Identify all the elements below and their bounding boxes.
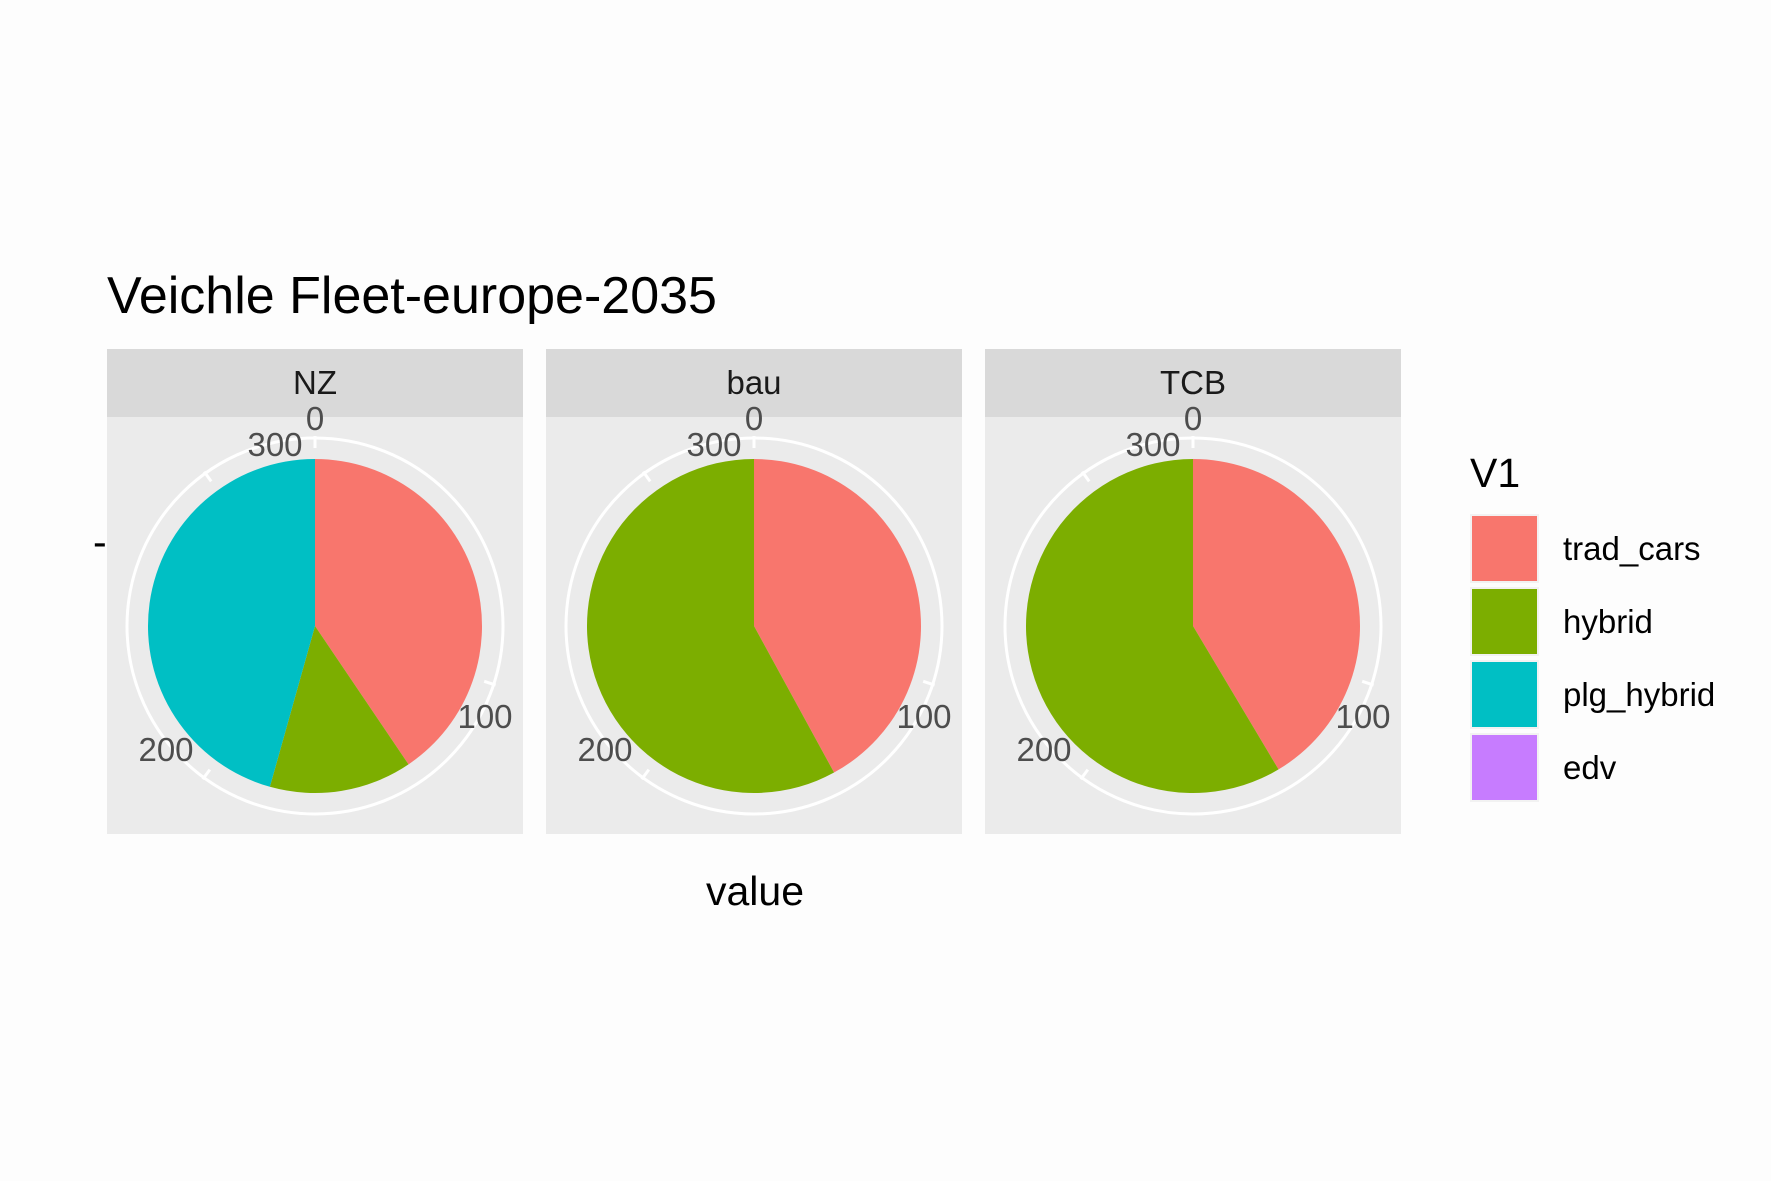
facet-strip [985,349,1401,417]
theta-tick-label: 0 [1184,400,1202,437]
legend-swatch [1472,735,1537,800]
theta-tick-label: 300 [1125,426,1180,463]
theta-tick-label: 100 [1335,698,1390,735]
theta-tick-label: 0 [306,400,324,437]
facet-strip [546,349,962,417]
theta-tick-label: 200 [577,731,632,768]
theta-tick [1080,470,1091,483]
legend-swatch [1472,589,1537,654]
theta-tick [1361,679,1375,687]
facet-strip-label: NZ [293,364,337,401]
legend-label: hybrid [1563,603,1653,640]
theta-tick [483,679,497,687]
legend-label: edv [1563,749,1617,786]
pie-slice-trad-cars [754,459,921,773]
chart-title: Veichle Fleet-europe-2035 [107,267,717,325]
facet-strip-label: bau [726,364,781,401]
pie-slice-plg-hybrid [147,459,315,787]
theta-tick [922,679,936,687]
legend-swatch [1472,516,1537,581]
legend-item-edv: edv [1470,733,1617,802]
facet-panel-nz: NZ0 100 200 300 [107,349,523,834]
pie-slice-trad-cars [315,459,482,765]
theta-tick [1079,768,1090,781]
legend-title: V1 [1470,450,1520,496]
theta-tick [640,768,651,781]
y-axis-tick-label: - [93,519,107,565]
pie-slice-trad-cars [1193,459,1360,770]
theta-tick [641,470,652,483]
legend-item-trad-cars: trad_cars [1470,514,1701,583]
facet-strip-label: TCB [1160,364,1226,401]
legend-label: trad_cars [1563,530,1701,567]
theta-tick-label: 300 [686,426,741,463]
theta-tick-label: 100 [896,698,951,735]
pie-slice-hybrid [269,626,409,793]
facet-strip [107,349,523,417]
theta-tick [201,768,212,781]
theta-tick-label: 300 [247,426,302,463]
pie-slice-hybrid [587,459,835,793]
pie-slice-hybrid [1026,459,1279,794]
x-axis-title: value [706,868,804,914]
legend-label: plg_hybrid [1563,676,1715,713]
legend-item-hybrid: hybrid [1470,587,1653,656]
theta-tick-label: 100 [457,698,512,735]
theta-tick-label: 0 [745,400,763,437]
theta-tick [202,470,213,483]
theta-tick-label: 200 [138,731,193,768]
theta-tick-label: 200 [1016,731,1071,768]
legend-swatch [1472,662,1537,727]
legend-item-plg-hybrid: plg_hybrid [1470,660,1715,729]
